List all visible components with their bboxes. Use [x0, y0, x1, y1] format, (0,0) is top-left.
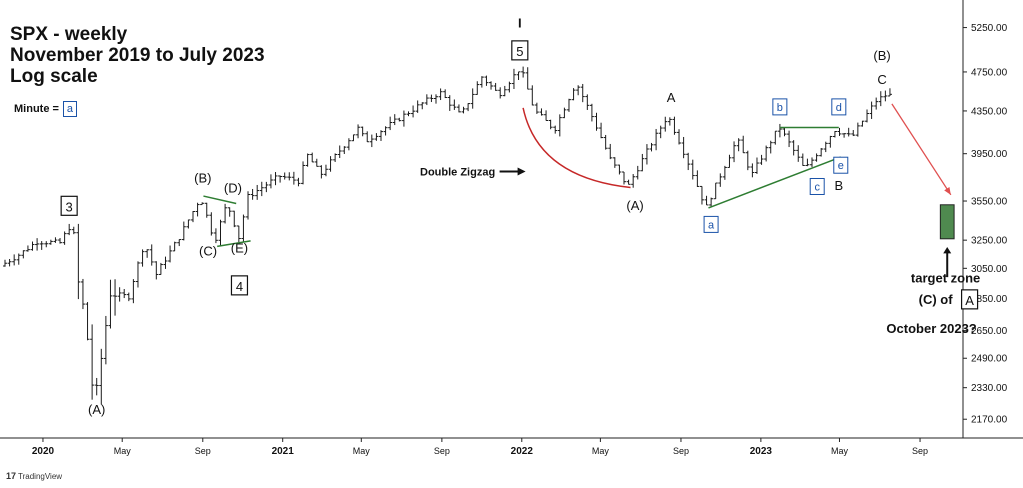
wave-label: (B) [873, 48, 890, 63]
y-tick-label: 2850.00 [971, 294, 1008, 305]
double-zigzag-arc [522, 107, 631, 189]
minute-wave-label: c [814, 181, 820, 193]
wave-label: I [518, 16, 522, 31]
minute-legend-label: Minute = [14, 103, 59, 115]
wave-label: (D) [224, 180, 242, 195]
wave-box-label: 5 [516, 44, 523, 59]
minute-wave-label: d [836, 102, 842, 114]
minute-wave-label: b [777, 102, 783, 114]
y-tick-label: 3950.00 [971, 149, 1008, 160]
target-wave-label: (C) of [919, 292, 954, 307]
y-tick-label: 2650.00 [971, 326, 1008, 337]
projection-line [891, 103, 952, 196]
tradingview-logo-text: TradingView [18, 472, 63, 481]
chart-subtitle: November 2019 to July 2023 [10, 45, 265, 66]
projection-arrowhead-icon [944, 186, 951, 195]
x-tick-label: 2021 [272, 446, 295, 457]
wave-label: (C) [199, 243, 217, 258]
x-tick-label: 2023 [750, 446, 773, 457]
minute-wave-box [831, 98, 847, 116]
target-wave-box-label: A [965, 293, 974, 308]
triangle-lower-trendline [217, 240, 251, 248]
y-tick-label: 2330.00 [971, 383, 1008, 394]
wave-label: (E) [231, 241, 248, 256]
chart-title: SPX - weekly [10, 24, 128, 45]
minute-wave-label: a [708, 219, 715, 231]
target-zone-box [939, 204, 955, 240]
target-arrow-icon [943, 247, 952, 254]
x-tick-label: 2022 [511, 446, 534, 457]
wave-label: B [834, 178, 843, 193]
target-zone-label: target zone [911, 270, 980, 285]
x-tick-label: Sep [195, 446, 211, 456]
y-tick-label: 4750.00 [971, 67, 1008, 78]
double-zigzag-label: Double Zigzag [420, 167, 495, 179]
x-tick-label: Sep [434, 446, 450, 456]
wave-box-label: 4 [236, 279, 243, 294]
info-block: SPX - weekly November 2019 to July 2023 … [10, 24, 265, 87]
minute-wave-box [833, 156, 849, 174]
wave-label: (A) [626, 198, 643, 213]
minute-wave-box [703, 215, 719, 233]
y-tick-label: 3050.00 [971, 264, 1008, 275]
wave-label: C [877, 72, 886, 87]
minute-wave-label: e [838, 160, 844, 172]
target-date-label: October 2023? [886, 321, 976, 336]
tradingview-logo[interactable]: 17 TradingView [6, 471, 62, 481]
y-tick-label: 4350.00 [971, 106, 1008, 117]
target-wave-box [960, 289, 979, 310]
triangle-upper-trendline [203, 195, 237, 205]
y-tick-label: 2490.00 [971, 354, 1008, 365]
wave-label: (A) [88, 402, 105, 417]
wave-box [230, 275, 249, 296]
minute-legend: Minute = a [14, 101, 78, 117]
wave-box [511, 40, 529, 61]
x-tick-label: Sep [673, 446, 689, 456]
x-tick-label: May [831, 446, 849, 456]
x-tick-label: May [592, 446, 610, 456]
minute-wave-box [772, 98, 788, 116]
double-zigzag-arrow-icon [517, 167, 526, 176]
wave-box-label: 3 [66, 199, 73, 214]
minute-wave-box [809, 177, 825, 195]
y-tick-label: 2170.00 [971, 415, 1008, 426]
y-tick-label: 3250.00 [971, 236, 1008, 247]
wave-label: (B) [194, 171, 211, 186]
scale-note: Log scale [10, 66, 98, 87]
wedge-lower-trendline [708, 156, 842, 209]
y-tick-label: 5250.00 [971, 23, 1008, 34]
y-tick-label: 3550.00 [971, 197, 1008, 208]
tradingview-logo-icon: 17 [6, 471, 17, 481]
x-tick-label: Sep [912, 446, 928, 456]
wave-label: A [667, 90, 676, 105]
x-tick-label: May [353, 446, 371, 456]
wave-box [60, 195, 78, 216]
minute-legend-box: a [62, 101, 78, 117]
x-tick-label: May [114, 446, 132, 456]
x-tick-label: 2020 [32, 446, 55, 457]
